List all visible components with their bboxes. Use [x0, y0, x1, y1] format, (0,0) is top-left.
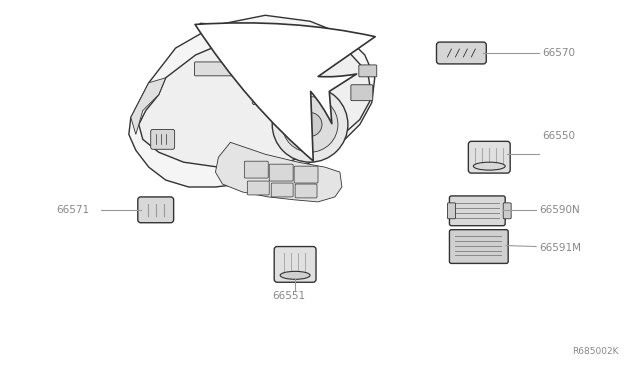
- FancyBboxPatch shape: [271, 183, 293, 197]
- Circle shape: [271, 81, 274, 84]
- Polygon shape: [131, 78, 166, 134]
- FancyBboxPatch shape: [252, 71, 292, 105]
- Ellipse shape: [280, 271, 310, 279]
- FancyBboxPatch shape: [247, 181, 269, 195]
- Text: FRONT: FRONT: [243, 51, 273, 61]
- Text: 66550: 66550: [542, 131, 575, 141]
- FancyBboxPatch shape: [269, 164, 293, 181]
- FancyBboxPatch shape: [351, 85, 372, 101]
- FancyBboxPatch shape: [195, 62, 264, 76]
- FancyBboxPatch shape: [468, 141, 510, 173]
- Text: R685002K: R685002K: [572, 347, 619, 356]
- Polygon shape: [129, 15, 375, 187]
- Circle shape: [271, 91, 274, 94]
- Text: 66571: 66571: [56, 205, 89, 215]
- Text: 66551: 66551: [272, 291, 305, 301]
- Text: 66590N: 66590N: [539, 205, 580, 215]
- FancyBboxPatch shape: [436, 42, 486, 64]
- FancyBboxPatch shape: [447, 203, 456, 219]
- Circle shape: [298, 113, 322, 137]
- FancyBboxPatch shape: [294, 166, 318, 183]
- Polygon shape: [139, 29, 372, 167]
- Ellipse shape: [474, 162, 505, 170]
- FancyBboxPatch shape: [274, 247, 316, 282]
- Circle shape: [278, 91, 282, 94]
- FancyBboxPatch shape: [503, 203, 511, 219]
- Circle shape: [278, 81, 282, 84]
- FancyBboxPatch shape: [359, 65, 377, 77]
- Text: 66591M: 66591M: [539, 243, 581, 253]
- Circle shape: [282, 97, 338, 152]
- Circle shape: [263, 91, 266, 94]
- Text: 66570: 66570: [542, 48, 575, 58]
- FancyBboxPatch shape: [295, 184, 317, 198]
- FancyBboxPatch shape: [449, 196, 505, 226]
- Circle shape: [263, 81, 266, 84]
- Polygon shape: [216, 142, 342, 202]
- FancyBboxPatch shape: [151, 129, 175, 149]
- Circle shape: [272, 87, 348, 162]
- FancyBboxPatch shape: [244, 161, 268, 178]
- FancyBboxPatch shape: [449, 230, 508, 263]
- FancyBboxPatch shape: [138, 197, 173, 223]
